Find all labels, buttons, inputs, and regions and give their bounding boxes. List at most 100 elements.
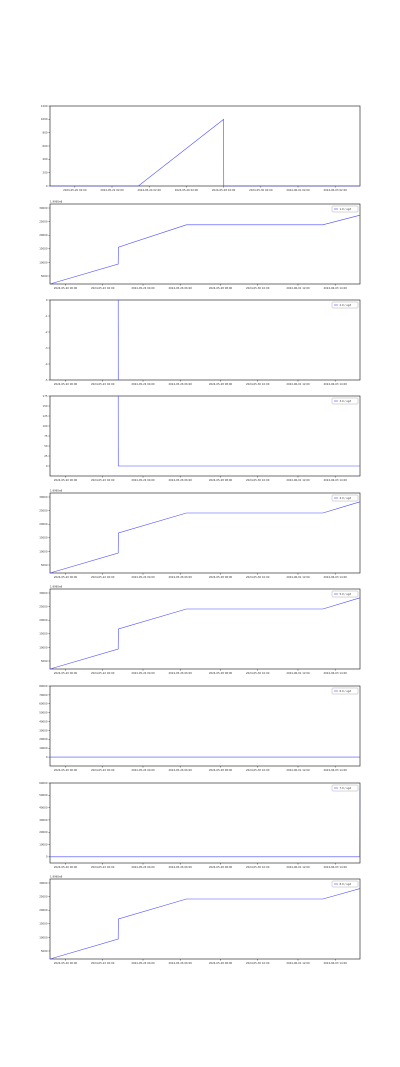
y-tick-label: 20000 xyxy=(39,618,48,622)
chart-7: 0 10000 20000 30000 40000 50000 60000 70000 8000… xyxy=(39,684,361,772)
x-tick-label: 2024-05-30 10:00 xyxy=(246,382,270,386)
y-tick-label: 175 xyxy=(43,394,48,398)
legend-box xyxy=(331,590,359,598)
x-tick-label: 2024-06-01 12:00 xyxy=(286,575,310,579)
y-tick-label: -4 xyxy=(45,362,48,366)
y-tick-label: 400 xyxy=(43,157,48,161)
legend-box xyxy=(331,494,359,502)
plot-frame xyxy=(49,685,361,767)
x-tick-label: 2024-06-03 14:00 xyxy=(324,478,348,482)
y-tick-label: 20000 xyxy=(39,830,48,834)
y-offset-label: 1.9965e8 xyxy=(50,585,63,589)
x-tick-label: 2024-06-01 12:00 xyxy=(286,286,310,290)
legend-box xyxy=(331,301,359,309)
y-tick-label: 1000 xyxy=(41,117,48,121)
y-tick-label: 0 xyxy=(46,184,48,188)
y-tick-label: 20000 xyxy=(39,908,48,912)
y-tick-label: 20000 xyxy=(39,737,48,741)
x-tick-label: 2024-05-30 10:00 xyxy=(246,671,270,675)
y-tick-label: -2 xyxy=(45,330,48,334)
y-tick-label: 200 xyxy=(43,171,48,175)
plot-frame xyxy=(49,782,361,864)
y-tick-label: 30000 xyxy=(39,206,48,210)
x-tick-label: 2024-05-30 10:00 xyxy=(246,961,270,965)
y-tick-label: 15000 xyxy=(39,247,48,251)
y-tick-label: 5000 xyxy=(41,949,48,953)
x-tick-label: 2024-06-01 12:00 xyxy=(286,865,310,869)
x-tick-label: 2024-06-01 12:00 xyxy=(286,671,310,675)
y-offset-label: 1.9965e8 xyxy=(50,489,63,493)
x-tick-label: 2024-05-28 08:00 xyxy=(209,382,233,386)
y-tick-label: 10000 xyxy=(39,260,48,264)
y-tick-label: 50 xyxy=(44,444,48,448)
x-tick-label: 2024-05-28 02:00 xyxy=(212,188,236,192)
x-tick-label: 2024-05-22 02:00 xyxy=(91,575,115,579)
y-tick-label: 25 xyxy=(44,454,48,458)
x-tick-label: 2024-05-30 10:00 xyxy=(246,575,270,579)
y-tick-label: 10000 xyxy=(39,746,48,750)
x-tick-label: 2024-06-01 12:00 xyxy=(286,382,310,386)
x-tick-label: 2024-06-03 14:00 xyxy=(324,286,348,290)
chart-8: 0 10000 20000 30000 40000 50000 60000 2024-05-2… xyxy=(39,781,361,869)
y-tick-label: 25000 xyxy=(39,895,48,899)
chart-5: 1.9965e8 5000 10000 15000 20000 25000 30000 202… xyxy=(39,489,361,579)
y-tick-label: 10000 xyxy=(39,549,48,553)
x-tick-label: 2024-05-24 02:00 xyxy=(138,188,162,192)
plot-frame xyxy=(49,492,361,574)
x-tick-label: 2024-05-20 00:00 xyxy=(54,286,78,290)
x-tick-label: 2024-05-28 08:00 xyxy=(209,671,233,675)
series-line xyxy=(49,214,361,285)
y-tick-label: 10000 xyxy=(39,935,48,939)
x-tick-label: 2024-05-20 00:00 xyxy=(54,961,78,965)
x-tick-label: 2024-05-26 06:00 xyxy=(169,961,193,965)
y-tick-label: 15000 xyxy=(39,922,48,926)
x-tick-label: 2024-05-20 00:00 xyxy=(54,478,78,482)
y-offset-label: 1.9965e8 xyxy=(50,875,63,879)
series-line xyxy=(50,787,361,858)
x-tick-label: 2024-05-20 02:00 xyxy=(63,188,87,192)
y-tick-label: -1 xyxy=(45,314,48,318)
x-tick-label: 2024-05-22 02:00 xyxy=(91,286,115,290)
legend-box xyxy=(331,205,359,213)
legend-label: 4.0 / ugd xyxy=(340,496,352,500)
x-tick-label: 2024-05-24 04:00 xyxy=(131,575,155,579)
y-tick-label: 40000 xyxy=(39,806,48,810)
y-tick-label: 30000 xyxy=(39,495,48,499)
y-tick-label: 5000 xyxy=(41,659,48,663)
x-tick-label: 2024-05-24 04:00 xyxy=(131,286,155,290)
y-tick-label: 30000 xyxy=(39,728,48,732)
x-tick-label: 2024-05-26 06:00 xyxy=(169,768,193,772)
x-tick-label: 2024-05-20 00:00 xyxy=(54,768,78,772)
plot-frame xyxy=(49,299,361,381)
legend-box xyxy=(331,784,359,792)
y-tick-label: 5000 xyxy=(41,563,48,567)
y-offset-label: 1.9965e8 xyxy=(50,200,63,204)
x-tick-label: 2024-06-01 02:00 xyxy=(286,188,310,192)
series-line xyxy=(117,395,360,467)
x-tick-label: 2024-05-28 08:00 xyxy=(209,575,233,579)
plot-frame xyxy=(49,588,361,670)
x-tick-label: 2024-05-26 06:00 xyxy=(169,575,193,579)
x-tick-label: 2024-05-30 10:00 xyxy=(246,286,270,290)
x-tick-label: 2024-05-22 02:00 xyxy=(91,478,115,482)
x-tick-label: 2024-05-20 00:00 xyxy=(54,575,78,579)
y-tick-label: 0 xyxy=(46,464,48,468)
chart-9: 1.9965e8 5000 10000 15000 20000 25000 30000 202… xyxy=(39,875,361,965)
legend-label: 7.0 / ugd xyxy=(340,786,352,790)
y-tick-label: 600 xyxy=(43,144,48,148)
y-tick-label: 10000 xyxy=(39,645,48,649)
x-tick-label: 2024-05-30 10:00 xyxy=(246,478,270,482)
x-tick-label: 2024-05-22 02:00 xyxy=(100,188,124,192)
y-tick-label: 25000 xyxy=(39,509,48,513)
y-tick-label: 30000 xyxy=(39,881,48,885)
legend-label: 6.0 / ugd xyxy=(340,689,352,693)
plot-frame xyxy=(49,203,361,285)
legend-box xyxy=(331,397,359,405)
plot-frame xyxy=(49,105,361,187)
legend-label: 5.0 / ugd xyxy=(340,592,352,596)
chart-1: 0 200 400 600 800 1000 1200 2024-05-20 02:00 202… xyxy=(41,104,361,192)
x-tick-label: 2024-05-24 04:00 xyxy=(131,865,155,869)
y-tick-label: 0 xyxy=(46,855,48,859)
y-tick-label: 10000 xyxy=(39,842,48,846)
y-tick-label: 50000 xyxy=(39,793,48,797)
